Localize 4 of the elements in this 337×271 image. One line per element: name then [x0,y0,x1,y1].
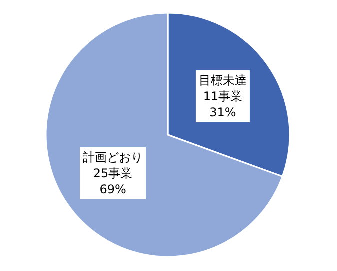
data-label: 11事業 31% [203,90,243,120]
data-label: 25事業 69% [93,166,133,196]
slice-label: 目標未達 [198,74,247,88]
slice-label: 計画どおり [83,150,144,164]
